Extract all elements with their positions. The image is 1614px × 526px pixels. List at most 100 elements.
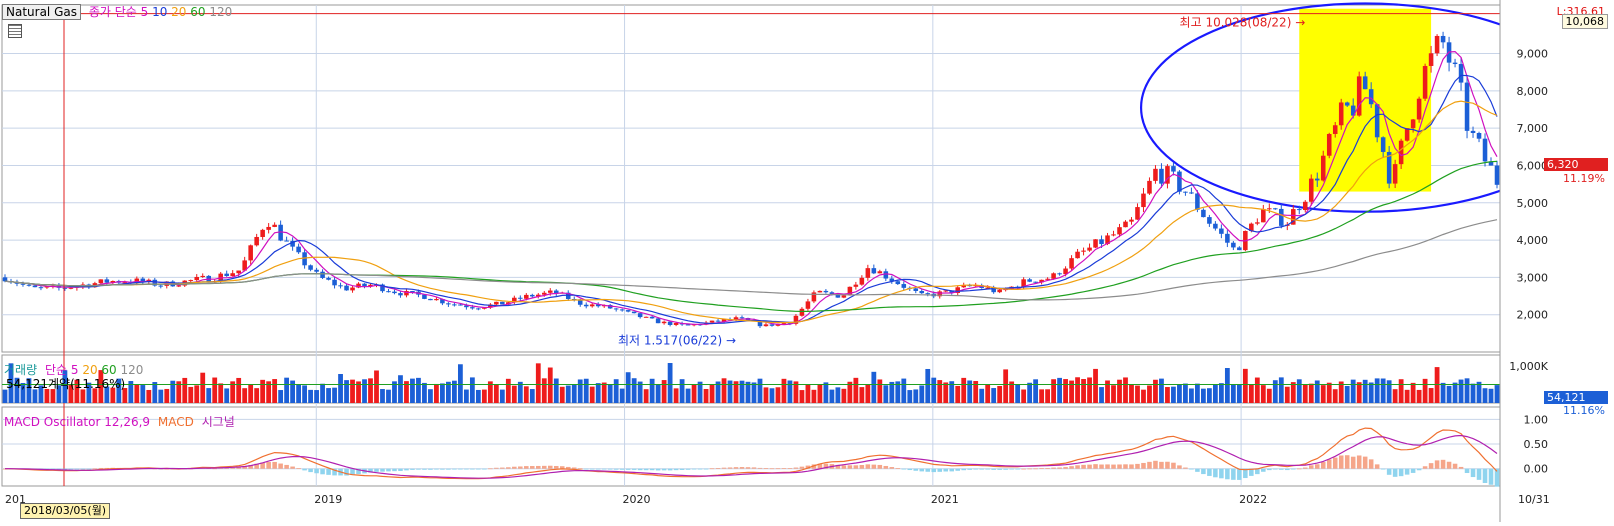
oscillator-bar [1225,468,1230,480]
candle-body [961,285,966,288]
ma-line-20 [4,100,1498,324]
candle-body [110,280,116,283]
volume-bar [811,389,817,403]
volume-bar [1177,384,1182,403]
candle-body [859,277,865,285]
volume-bar [320,383,325,403]
candle-body [871,268,877,274]
macd-title: MACD Oscillator 12,26,9 [4,415,151,429]
oscillator-bar [901,468,907,470]
macd-line-label: MACD [157,415,194,429]
candle-body [1458,64,1464,83]
candle-body [943,290,949,292]
candle-body [1320,155,1326,181]
candle-body [176,285,182,287]
oscillator-bar [547,465,553,469]
oscillator-bar [1434,460,1440,469]
volume-bar [751,382,757,403]
ma-period-60: 60 [186,5,206,19]
candle-body [1045,278,1050,280]
volume-bar [1206,388,1212,403]
volume-bar [667,363,673,403]
volume-bar [1033,379,1039,403]
candle-body [1135,207,1140,220]
candle-body [1195,193,1200,210]
candle-body [278,224,283,241]
oscillator-bar [260,462,265,469]
oscillator-bar [1003,468,1008,470]
volume-bar [1069,380,1074,403]
candle-body [446,303,451,305]
grid-settings-icon[interactable] [8,24,22,38]
volume-last-badge: 54,121 [1544,391,1608,404]
oscillator-bar [1452,463,1458,469]
oscillator-bar [997,468,1002,470]
oscillator-bar [1332,457,1338,469]
oscillator-bar [56,468,62,470]
price-frame [1,4,1501,353]
volume-bar [859,387,865,403]
volume-bar [1374,378,1380,403]
candle-body [512,297,517,303]
volume-bar [517,381,523,403]
volume-bar [1452,382,1458,403]
candle-body [1290,209,1296,225]
symbol-label[interactable]: Natural Gas [2,4,81,20]
oscillator-bar [691,468,697,470]
candle-body [194,276,200,281]
oscillator-bar [1201,468,1206,475]
oscillator-bar [661,468,667,471]
oscillator-bar [1081,464,1086,469]
volume-bar [2,389,8,403]
volume-bar [985,384,991,403]
volume-panel[interactable] [2,363,1500,403]
volume-bar [955,385,961,403]
volume-bar [841,388,847,403]
candle-body [260,229,265,237]
candle-body [1075,251,1080,259]
oscillator-bar [949,468,955,472]
oscillator-bar [266,462,271,469]
oscillator-bar [1075,465,1080,469]
oscillator-bar [1147,461,1152,469]
volume-bar [1111,385,1116,403]
volume-bar [781,378,787,403]
high-marker: 최고 10.028(08/22) → [1180,15,1306,29]
highlight-box [1299,8,1432,192]
candle-body [1476,133,1482,139]
candle-body [1027,279,1032,282]
high-price-badge: 10,068 [1561,14,1608,29]
volume-bar [182,377,188,403]
oscillator-bar [889,467,895,469]
oscillator-bar [1428,463,1434,469]
macd-panel[interactable] [2,427,1500,487]
oscillator-bar [853,465,859,469]
price-panel[interactable]: 최고 10.028(08/22) → 최저 1.517(06/22) → [2,2,1591,486]
candle-body [1452,62,1458,65]
volume-bar [1266,388,1272,403]
volume-bar [110,387,116,403]
candle-body [248,245,253,261]
volume-bar [853,377,859,403]
volume-bar [805,384,811,403]
volume-bar [1171,386,1176,403]
candle-body [518,297,523,299]
oscillator-bar [1099,464,1104,469]
oscillator-bar [607,468,613,470]
volume-bar [835,387,841,403]
oscillator-bar [1285,468,1290,471]
volume-bar [511,385,517,403]
volume-bar [481,389,487,403]
oscillator-bar [1458,466,1464,469]
candle-body [1099,239,1104,245]
volume-bar [1428,388,1434,403]
volume-bar [1260,385,1266,403]
oscillator-bar [655,468,661,471]
oscillator-bar [1296,468,1302,470]
macd-tick-label: 0.00 [1524,463,1549,476]
volume-bar [817,384,823,403]
volume-bar [356,381,361,403]
oscillator-bar [739,467,745,469]
volume-bar [1254,377,1260,403]
